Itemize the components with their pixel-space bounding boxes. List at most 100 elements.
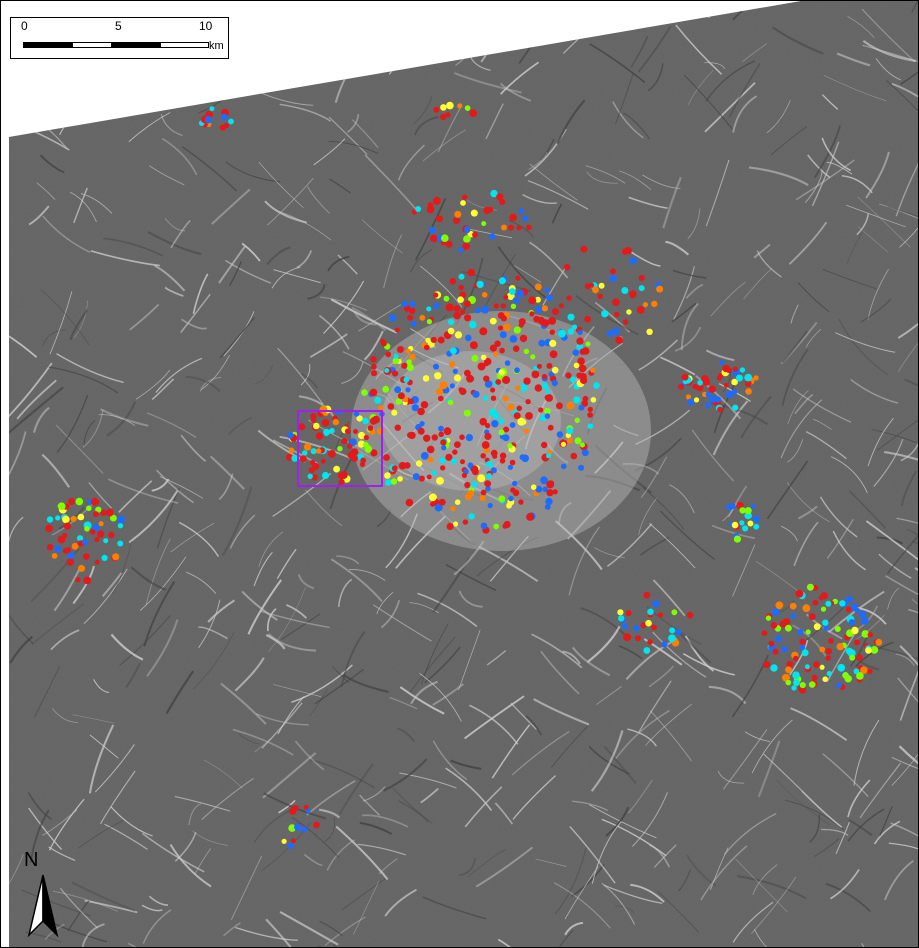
deformation-point bbox=[401, 300, 409, 308]
deformation-point bbox=[339, 471, 348, 479]
deformation-point bbox=[512, 480, 518, 487]
deformation-point bbox=[614, 311, 620, 318]
deformation-point bbox=[347, 443, 352, 449]
deformation-point bbox=[501, 224, 507, 231]
deformation-point bbox=[458, 387, 464, 393]
deformation-point bbox=[636, 306, 645, 314]
deformation-point bbox=[481, 305, 489, 314]
deformation-point bbox=[578, 464, 585, 471]
deformation-point bbox=[462, 242, 470, 251]
deformation-point bbox=[86, 505, 92, 512]
deformation-point bbox=[656, 285, 664, 293]
deformation-point bbox=[471, 481, 478, 488]
deformation-point bbox=[717, 406, 723, 413]
terrain-ridge bbox=[370, 1, 390, 16]
deformation-point bbox=[489, 408, 497, 417]
deformation-point bbox=[621, 287, 629, 294]
deformation-point bbox=[544, 413, 551, 419]
deformation-point bbox=[546, 362, 553, 369]
deformation-point bbox=[467, 490, 475, 497]
terrain-ridge bbox=[92, 1, 131, 18]
deformation-point bbox=[515, 275, 521, 281]
deformation-point bbox=[410, 320, 417, 327]
deformation-point bbox=[686, 611, 694, 619]
deformation-point bbox=[469, 320, 477, 329]
deformation-point bbox=[46, 516, 54, 523]
deformation-point bbox=[397, 476, 403, 482]
deformation-point bbox=[556, 431, 564, 438]
deformation-point bbox=[454, 499, 461, 506]
deformation-point bbox=[484, 480, 492, 487]
deformation-point bbox=[865, 647, 872, 654]
deformation-point bbox=[567, 437, 573, 444]
deformation-point bbox=[823, 625, 829, 631]
deformation-point bbox=[518, 318, 526, 326]
deformation-point bbox=[440, 104, 447, 111]
terrain-ridge bbox=[302, 73, 329, 82]
deformation-point bbox=[643, 591, 651, 599]
deformation-point bbox=[361, 389, 368, 396]
deformation-point bbox=[408, 431, 416, 440]
deformation-point bbox=[744, 379, 752, 387]
deformation-point bbox=[299, 455, 307, 463]
deformation-point bbox=[468, 513, 475, 520]
deformation-point bbox=[559, 303, 564, 309]
deformation-point bbox=[493, 303, 499, 309]
deformation-point bbox=[515, 385, 521, 392]
deformation-point bbox=[593, 382, 600, 389]
deformation-point bbox=[423, 344, 430, 351]
deformation-point bbox=[450, 505, 456, 512]
deformation-point bbox=[775, 601, 784, 610]
deformation-point bbox=[504, 360, 511, 366]
deformation-point bbox=[353, 411, 360, 417]
deformation-point bbox=[454, 374, 461, 382]
deformation-point bbox=[571, 324, 578, 330]
deformation-point bbox=[481, 221, 487, 227]
deformation-point bbox=[822, 619, 829, 626]
deformation-point bbox=[103, 538, 109, 544]
deformation-point bbox=[92, 511, 99, 518]
deformation-point bbox=[315, 432, 324, 440]
deformation-point bbox=[298, 423, 306, 431]
deformation-point bbox=[453, 312, 461, 320]
deformation-point bbox=[512, 489, 520, 497]
deformation-point bbox=[441, 445, 447, 451]
deformation-point bbox=[861, 617, 869, 625]
terrain-ridge bbox=[366, 17, 389, 71]
deformation-point bbox=[474, 307, 481, 314]
terrain-ridge bbox=[588, 1, 635, 22]
deformation-point bbox=[427, 456, 434, 463]
deformation-point bbox=[528, 296, 537, 305]
deformation-point bbox=[509, 213, 517, 222]
deformation-point bbox=[573, 362, 580, 369]
deformation-point bbox=[753, 375, 759, 381]
deformation-point bbox=[419, 314, 426, 321]
deformation-point bbox=[744, 507, 752, 515]
deformation-point bbox=[499, 458, 506, 464]
deformation-point bbox=[440, 113, 447, 121]
deformation-point bbox=[480, 453, 487, 459]
deformation-point bbox=[585, 341, 591, 347]
deformation-point bbox=[487, 502, 493, 509]
deformation-point bbox=[396, 346, 404, 353]
deformation-point bbox=[337, 446, 343, 452]
scale-tick-10: 10 bbox=[199, 19, 213, 33]
deformation-point bbox=[289, 807, 297, 815]
deformation-point bbox=[669, 627, 676, 634]
deformation-point bbox=[547, 424, 554, 431]
terrain-ridge bbox=[647, 1, 658, 19]
deformation-point bbox=[507, 443, 513, 449]
deformation-point bbox=[291, 454, 299, 462]
deformation-point bbox=[739, 367, 746, 373]
deformation-point bbox=[826, 670, 833, 677]
deformation-point bbox=[772, 648, 779, 655]
deformation-point bbox=[739, 507, 746, 514]
deformation-point bbox=[692, 383, 698, 390]
deformation-point bbox=[465, 334, 472, 342]
deformation-point bbox=[753, 523, 760, 530]
deformation-point bbox=[498, 369, 505, 376]
deformation-point bbox=[358, 431, 366, 440]
deformation-point bbox=[557, 329, 566, 338]
